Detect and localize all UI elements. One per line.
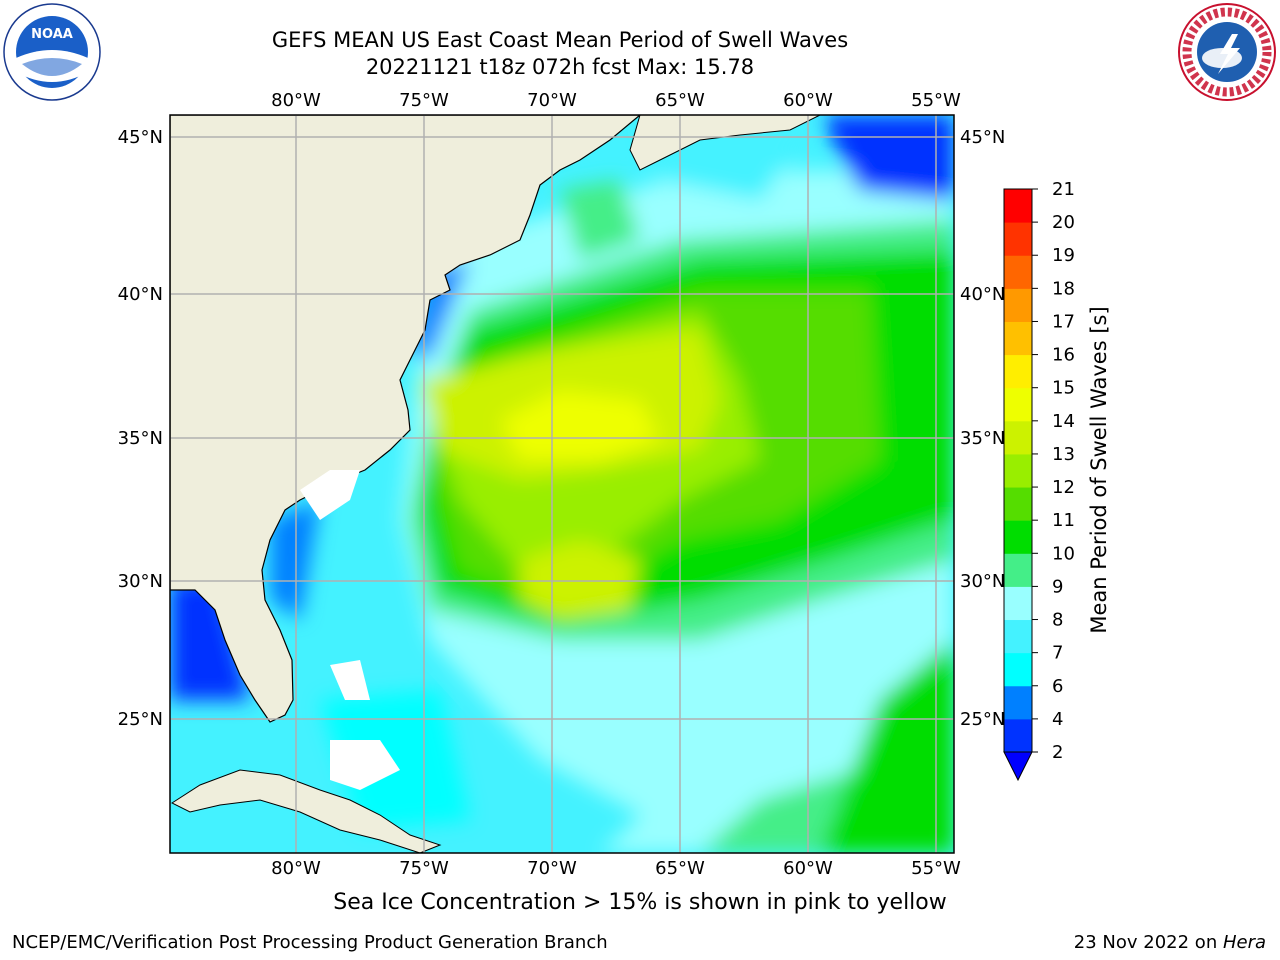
colorbar-segment — [1004, 487, 1032, 521]
north-america-land — [170, 115, 641, 723]
colorbar-tick-label: 9 — [1052, 576, 1063, 597]
colorbar-segment — [1004, 453, 1032, 488]
colorbar-tick-label: 7 — [1052, 643, 1063, 664]
colorbar-tick-label: 10 — [1052, 543, 1075, 564]
colorbar-tick-label: 6 — [1052, 676, 1063, 697]
colorbar-segment — [1004, 619, 1032, 654]
lon-label-top: 80°W — [271, 90, 321, 111]
colorbar-segment — [1004, 652, 1032, 687]
colorbar-tick-label: 13 — [1052, 444, 1075, 465]
lat-label-left: 45°N — [118, 127, 163, 148]
colorbar-under-arrow — [1003, 751, 1033, 782]
colorbar-segment — [1004, 222, 1032, 256]
lat-label-left: 40°N — [118, 284, 163, 305]
colorbar-label: Mean Period of Swell Waves [s] — [1087, 306, 1111, 633]
colorbar-tick-label: 11 — [1052, 510, 1075, 531]
noaa-logo: NOAA — [3, 3, 101, 101]
lat-label-right: 30°N — [960, 571, 1005, 592]
colorbar-segment — [1004, 420, 1032, 455]
nova-scotia-land — [629, 115, 821, 171]
map-frame — [169, 114, 955, 854]
noaa-logo-text: NOAA — [31, 27, 73, 42]
colorbar-tick-label: 15 — [1052, 378, 1075, 399]
chart-title: GEFS MEAN US East Coast Mean Period of S… — [271, 28, 849, 52]
footer-producer: NCEP/EMC/Verification Post Processing Pr… — [12, 932, 608, 953]
colorbar-segment — [1004, 189, 1032, 223]
colorbar-segment — [1004, 685, 1032, 720]
colorbar-segment — [1004, 321, 1032, 356]
colorbar-segment — [1004, 288, 1032, 322]
footer-date: 23 Nov 2022 on Hera — [1074, 932, 1266, 953]
colorbar-tick-label: 21 — [1052, 179, 1075, 200]
lat-label-left: 25°N — [118, 709, 163, 730]
lon-label-bottom: 55°W — [911, 858, 961, 879]
lon-label-bottom: 70°W — [527, 858, 577, 879]
lat-label-right: 25°N — [960, 709, 1005, 730]
colorbar-tick-label: 12 — [1052, 477, 1075, 498]
colorbar-tick-label: 14 — [1052, 411, 1075, 432]
lat-label-left: 35°N — [118, 428, 163, 449]
footer-date-text: 23 Nov 2022 on — [1073, 932, 1223, 953]
sea-ice-note: Sea Ice Concentration > 15% is shown in … — [333, 890, 947, 915]
lon-label-top: 60°W — [783, 90, 833, 111]
chart-subtitle: 20221121 t18z 072h fcst Max: 15.78 — [365, 55, 755, 79]
lon-label-top: 65°W — [655, 90, 705, 111]
lat-label-right: 40°N — [960, 284, 1005, 305]
colorbar-segment — [1004, 354, 1032, 389]
lon-label-top: 70°W — [527, 90, 577, 111]
colorbar-tick-label: 16 — [1052, 345, 1075, 366]
colorbar-tick-label: 8 — [1052, 610, 1063, 631]
colorbar-segment — [1004, 255, 1032, 289]
lat-label-left: 30°N — [118, 571, 163, 592]
lat-label-right: 45°N — [960, 127, 1005, 148]
lon-label-bottom: 80°W — [271, 858, 321, 879]
colorbar-segment — [1004, 387, 1032, 422]
lon-label-top: 55°W — [911, 90, 961, 111]
footer-machine: Hera — [1222, 932, 1266, 953]
lon-label-bottom: 65°W — [655, 858, 705, 879]
colorbar-tick-label: 17 — [1052, 311, 1075, 332]
colorbar-frame — [1003, 188, 1033, 753]
colorbar-tick-label: 4 — [1052, 709, 1063, 730]
colorbar-tick-label: 20 — [1052, 212, 1075, 233]
colorbar-tick-label: 18 — [1052, 278, 1075, 299]
colorbar-segment — [1004, 586, 1032, 621]
nws-logo — [1178, 3, 1276, 101]
swell-period-field — [170, 115, 954, 853]
colorbar-tick-label: 2 — [1052, 742, 1063, 763]
colorbar-segment — [1004, 718, 1032, 753]
colorbar: 2 4 6 7 8 9 10 11 12 13 14 15 16 17 18 19 20 21 — [1004, 179, 1075, 763]
lon-label-bottom: 60°W — [783, 858, 833, 879]
cuba-land — [170, 769, 442, 853]
lon-label-top: 75°W — [399, 90, 449, 111]
colorbar-segment — [1004, 553, 1032, 587]
graticule — [170, 115, 954, 853]
colorbar-tick-label: 19 — [1052, 245, 1075, 266]
colorbar-segment — [1004, 520, 1032, 554]
lon-label-bottom: 75°W — [399, 858, 449, 879]
lat-label-right: 35°N — [960, 428, 1005, 449]
